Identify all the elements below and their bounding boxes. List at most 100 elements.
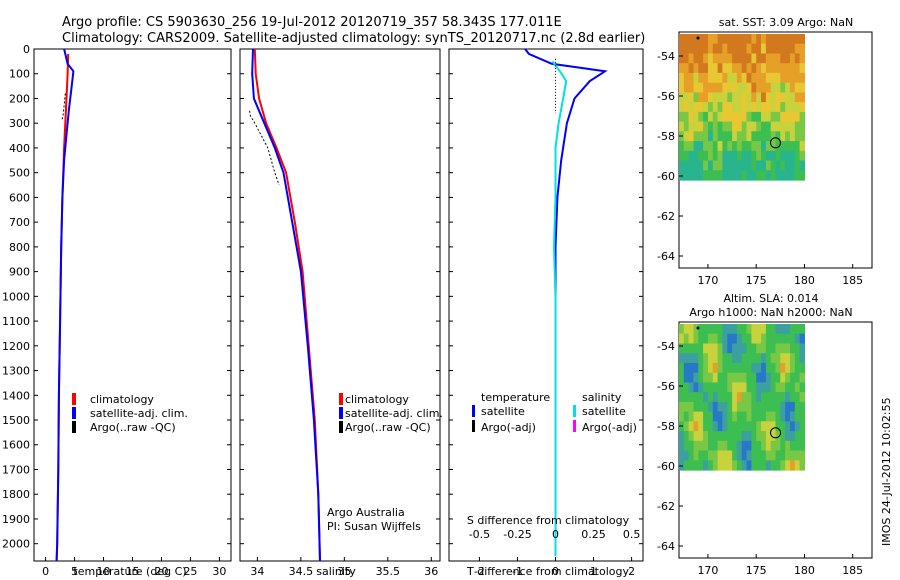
argo-institution-label: Argo Australia <box>327 506 405 519</box>
sst-heatmap-cell <box>717 170 723 181</box>
sst-heatmap-cell <box>732 150 738 162</box>
sst-heatmap-cell <box>736 141 743 152</box>
sst-heatmap-cell <box>794 53 801 64</box>
sst-heatmap-cell <box>741 121 748 132</box>
sla-heatmap-cell <box>688 411 694 422</box>
sla-heatmap-cell <box>722 401 728 413</box>
sst-heatmap-cell <box>722 160 728 171</box>
sst-heatmap-cell <box>683 131 690 142</box>
sst-heatmap-cell <box>698 121 704 132</box>
sst-heatmap-cell <box>688 43 694 54</box>
sst-heatmap-cell <box>693 63 699 74</box>
sla-heatmap-cell <box>722 333 728 344</box>
sla-heatmap-cell <box>679 431 685 442</box>
sla-heatmap-cell <box>775 382 781 393</box>
depth-axis-ticks: 0 100 200 300 400 500 600 700 800 900 1000 1100 1200… <box>2 43 30 551</box>
sst-heatmap-cell <box>761 121 767 132</box>
sst-heatmap-cell <box>708 121 714 132</box>
sla-heatmap-cell <box>698 440 704 452</box>
sst-heatmap-cell <box>732 170 738 181</box>
temperature-legend-argo: Argo(..raw -QC) <box>90 421 176 434</box>
sla-heatmap-cell <box>732 333 738 344</box>
sla-heatmap-cell <box>756 411 762 422</box>
sst-heatmap-cell <box>703 160 709 171</box>
sla-heatmap-cell <box>770 421 777 432</box>
sla-heatmap-cell <box>741 411 748 422</box>
depth-tick-label: 300 <box>9 117 30 130</box>
sla-heatmap-cell <box>679 440 685 452</box>
sst-heatmap-cell <box>727 53 733 64</box>
temperature-x-tick-label: 15 <box>126 565 140 578</box>
s-difference-x-tick-label: -0.5 <box>469 528 490 541</box>
sla-heatmap-cell <box>703 450 709 461</box>
sla-heatmap-cell <box>790 353 796 364</box>
sst-heatmap-cell <box>799 43 805 54</box>
sst-heatmap-cell <box>712 63 719 74</box>
sst-heatmap-cell <box>708 160 714 171</box>
sla-heatmap-cell <box>698 343 704 354</box>
sla-heatmap-cell <box>765 421 772 432</box>
sst-map-lon-ticks: 170 175 180 185 <box>697 264 863 287</box>
salinity-axes-box <box>239 48 441 562</box>
sla-heatmap-cell <box>698 362 704 374</box>
sla-heatmap-cell <box>790 362 796 374</box>
sst-heatmap-cell <box>794 170 801 181</box>
sst-heatmap-cell <box>794 102 801 113</box>
sst-heatmap-cell <box>683 92 690 103</box>
sst-heatmap-cell <box>703 111 709 123</box>
sla-heatmap-cell <box>727 440 733 452</box>
sst-heatmap-cell <box>698 160 704 171</box>
sla-heatmap-cell <box>765 382 772 393</box>
sst-heatmap-cell <box>780 72 786 84</box>
sla-heatmap-cell <box>780 421 786 432</box>
difference-x-tick-label: -2 <box>474 565 485 578</box>
sla-heatmap-cell <box>799 343 805 354</box>
sla-heatmap-cell <box>794 392 801 403</box>
depth-tick-label: 1300 <box>2 365 30 378</box>
sla-heatmap-cell <box>756 362 762 374</box>
sla-heatmap-cell <box>732 343 738 354</box>
sla-map-title: Altim. SLA: 0.014 <box>723 292 818 305</box>
sla-heatmap-cell <box>736 353 743 364</box>
sst-heatmap-cell <box>693 141 699 152</box>
sla-heatmap-cell <box>746 324 752 335</box>
sla-heatmap-cell <box>732 460 738 471</box>
sla-heatmap-cell <box>708 333 714 344</box>
sst-heatmap-cell <box>785 170 791 181</box>
temperature-axes-box <box>33 48 232 562</box>
sst-heatmap-cell <box>712 72 719 84</box>
sst-heatmap-cell <box>736 63 743 74</box>
sla-heatmap-cell <box>770 362 777 374</box>
sst-heatmap-cell <box>712 111 719 123</box>
sst-heatmap-cell <box>751 92 757 103</box>
salinity-series-1 <box>251 48 321 562</box>
sst-heatmap-cell <box>727 111 733 123</box>
figure-title-line2: Climatology: CARS2009. Satellite-adjuste… <box>62 31 645 46</box>
sla-heatmap-cell <box>712 324 719 335</box>
depth-tick-label: 700 <box>9 216 30 229</box>
sla-heatmap-cell <box>712 353 719 364</box>
temperature-x-ticks: 0 5 10 15 20 25 30 <box>42 557 226 578</box>
sla-heatmap-cell <box>679 382 685 393</box>
sla-heatmap-cell <box>761 450 767 461</box>
sst-heatmap-cell <box>746 34 752 45</box>
sla-heatmap-cell <box>785 421 791 432</box>
sst-heatmap-cell <box>712 53 719 64</box>
sst-heatmap-cell <box>732 72 738 84</box>
sst-heatmap-cell <box>722 170 728 181</box>
sla-heatmap-cell <box>799 431 805 442</box>
temperature-series-2 <box>61 93 66 121</box>
sst-heatmap-cell <box>708 82 714 93</box>
sla-heatmap-cell <box>708 392 714 403</box>
sla-heatmap-cell <box>799 421 805 432</box>
sst-heatmap-cell <box>756 92 762 103</box>
sla-heatmap-cell <box>683 372 690 383</box>
sst-heatmap-cell <box>765 160 772 171</box>
sst-heatmap-cell <box>712 170 719 181</box>
sst-heatmap-cell <box>756 43 762 54</box>
depth-tick-label: 800 <box>9 241 30 254</box>
s-difference-x-tick-label: 0 <box>552 528 559 541</box>
sla-heatmap-cell <box>756 421 762 432</box>
sla-heatmap-cell <box>761 324 767 335</box>
sst-heatmap-cell <box>708 43 714 54</box>
